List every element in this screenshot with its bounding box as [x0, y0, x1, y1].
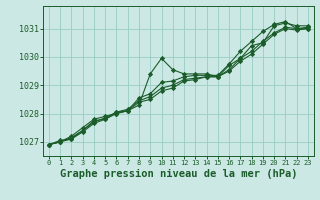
X-axis label: Graphe pression niveau de la mer (hPa): Graphe pression niveau de la mer (hPa) — [60, 169, 297, 179]
